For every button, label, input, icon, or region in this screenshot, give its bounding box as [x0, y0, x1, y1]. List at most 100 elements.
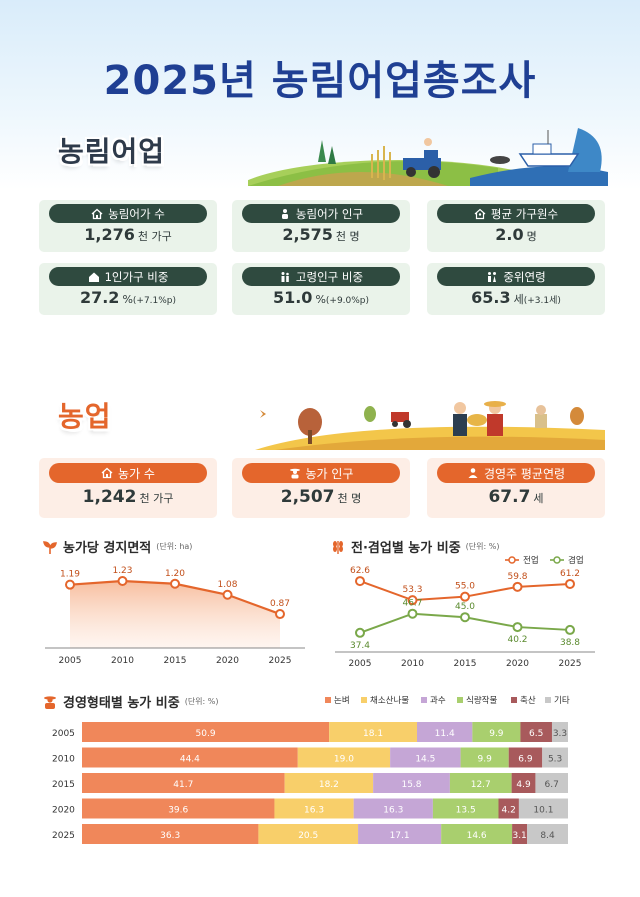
forestry-card-3: 1인가구 비중 27.2 %(+7.1%p)	[39, 263, 217, 315]
forestry-card-delta: (+7.1%p)	[132, 296, 177, 306]
bar-data-label: 3.3	[553, 729, 567, 739]
forestry-card-label-pill: 1인가구 비중	[49, 267, 207, 286]
area-x-tick: 2010	[111, 656, 134, 666]
farm-card-number: 67.7	[488, 487, 531, 507]
bar-legend-label: 식량작물	[466, 695, 497, 706]
bar-legend-label: 기타	[554, 696, 570, 706]
area-data-label: 1.19	[60, 570, 80, 580]
bar-data-label: 4.9	[516, 780, 531, 790]
bar-category-label: 2005	[52, 729, 75, 739]
farm-card-value: 2,507 천 명	[232, 487, 410, 507]
area-chart-heading: 농가당 경지면적 (단위: ha)	[42, 537, 192, 556]
bar-segment	[329, 722, 418, 742]
bar-legend-label: 축산	[520, 695, 536, 706]
bar-legend-label: 과수	[430, 696, 446, 706]
line-data-label: 46.7	[402, 599, 422, 609]
bar-data-label: 18.2	[319, 780, 339, 790]
bar-segment	[82, 824, 259, 844]
type-chart-unit: (단위: %)	[184, 697, 219, 706]
bar-data-label: 8.4	[540, 831, 555, 841]
bar-segment	[390, 747, 461, 768]
line-data-label: 45.0	[455, 602, 475, 612]
elderly-icon	[281, 271, 289, 282]
area-fill	[70, 581, 280, 648]
area-point	[222, 589, 233, 600]
forestry-card-unit: 천 명	[335, 230, 360, 243]
bar-data-label: 14.6	[467, 831, 487, 841]
forestry-card-label: 농림어가 수	[108, 206, 165, 221]
line-data-label: 53.3	[402, 585, 422, 595]
manager-icon	[468, 468, 478, 478]
farm-card-value: 67.7 세	[427, 487, 605, 507]
bar-segment	[512, 824, 528, 844]
area-x-tick: 2005	[59, 656, 82, 666]
line-data-label: 40.2	[507, 635, 527, 645]
bar-data-label: 17.1	[390, 831, 410, 841]
bar-segment	[373, 773, 450, 793]
bar-legend-item: 축산	[511, 695, 536, 706]
bar-legend-item: 채소산나물	[361, 695, 409, 706]
forestry-card-label: 고령인구 비중	[295, 269, 364, 284]
bar-category-label: 2010	[52, 755, 75, 765]
bar-data-label: 4.2	[502, 806, 516, 816]
bar-data-label: 6.5	[529, 729, 543, 739]
bar-data-label: 18.1	[363, 729, 383, 739]
forestry-card-label-pill: 중위연령	[437, 267, 595, 286]
bar-legend-item: 기타	[545, 696, 570, 706]
farm-card-label: 농가 수	[118, 466, 155, 481]
forestry-card-2: 평균 가구원수 2.0 명	[427, 200, 605, 252]
forestry-card-1: 농림어가 인구 2,575 천 명	[232, 200, 410, 252]
fulltime-line-chart: 전업 겸업 62.6 53.3 55.0 59.8 61.2 37.4 46.7 45.0 40.2…	[335, 555, 595, 669]
farmers-illustration	[255, 401, 605, 450]
bar-data-label: 44.4	[180, 755, 200, 765]
farm-card-unit: 천 가구	[139, 492, 174, 505]
bar-segment	[551, 722, 568, 742]
line-point	[512, 622, 523, 633]
farm-card-1: 농가 인구 2,507 천 명	[232, 458, 410, 518]
area-chart-title: 농가당 경지면적	[63, 541, 152, 556]
forestry-card-delta: (+9.0%p)	[325, 296, 370, 306]
bar-segment	[520, 722, 552, 742]
bar-segment	[498, 798, 519, 819]
bar-segment	[508, 747, 543, 768]
type-chart-heading: 경영형태별 농가 비중 (단위: %)	[42, 692, 219, 711]
line-x-tick: 2005	[349, 659, 372, 669]
line-point	[512, 581, 523, 592]
forestry-card-label-pill: 농림어가 인구	[242, 204, 400, 223]
bar-data-label: 15.8	[401, 780, 421, 790]
area-point	[170, 578, 180, 589]
line-x-tick: 2020	[506, 659, 529, 669]
bar-data-label: 36.3	[160, 831, 180, 841]
farmer-icon	[44, 695, 56, 709]
area-data-label: 0.87	[270, 599, 290, 609]
bar-segment	[284, 773, 374, 793]
forestry-card-label: 평균 가구원수	[490, 206, 559, 221]
forestry-card-number: 2,575	[282, 225, 333, 244]
forestry-card-5: 중위연령 65.3 세(+3.1세)	[427, 263, 605, 315]
forestry-card-number: 65.3	[471, 288, 511, 307]
forestry-card-value: 27.2 %(+7.1%p)	[39, 288, 217, 307]
forestry-card-label: 중위연령	[503, 269, 546, 284]
forestry-card-unit: 세	[513, 293, 524, 306]
farm-card-label: 경영주 평균연령	[483, 466, 566, 481]
forestry-card-value: 65.3 세(+3.1세)	[427, 288, 605, 307]
fulltime-chart-unit: (단위: %)	[465, 542, 500, 551]
forestry-card-label: 1인가구 비중	[104, 269, 169, 284]
forestry-card-number: 51.0	[272, 288, 313, 307]
bar-segment	[82, 722, 330, 742]
forestry-card-value: 2.0 명	[427, 225, 605, 244]
house-people-icon	[474, 208, 486, 219]
farmer-icon	[289, 468, 300, 479]
farm-fishing-illustration	[248, 128, 608, 186]
bar-category-label: 2025	[52, 831, 75, 841]
area-x-tick: 2015	[164, 656, 187, 666]
line-x-tick: 2015	[454, 659, 477, 669]
area-point	[117, 576, 128, 587]
bar-legend-item: 식량작물	[457, 695, 497, 706]
line-point	[565, 624, 575, 635]
farm-card-label: 농가 인구	[305, 466, 354, 481]
line-data-label: 38.8	[560, 638, 580, 648]
bar-data-label: 12.7	[471, 780, 491, 790]
bar-segment	[472, 722, 521, 742]
farm-card-label-pill: 농가 인구	[242, 463, 400, 483]
